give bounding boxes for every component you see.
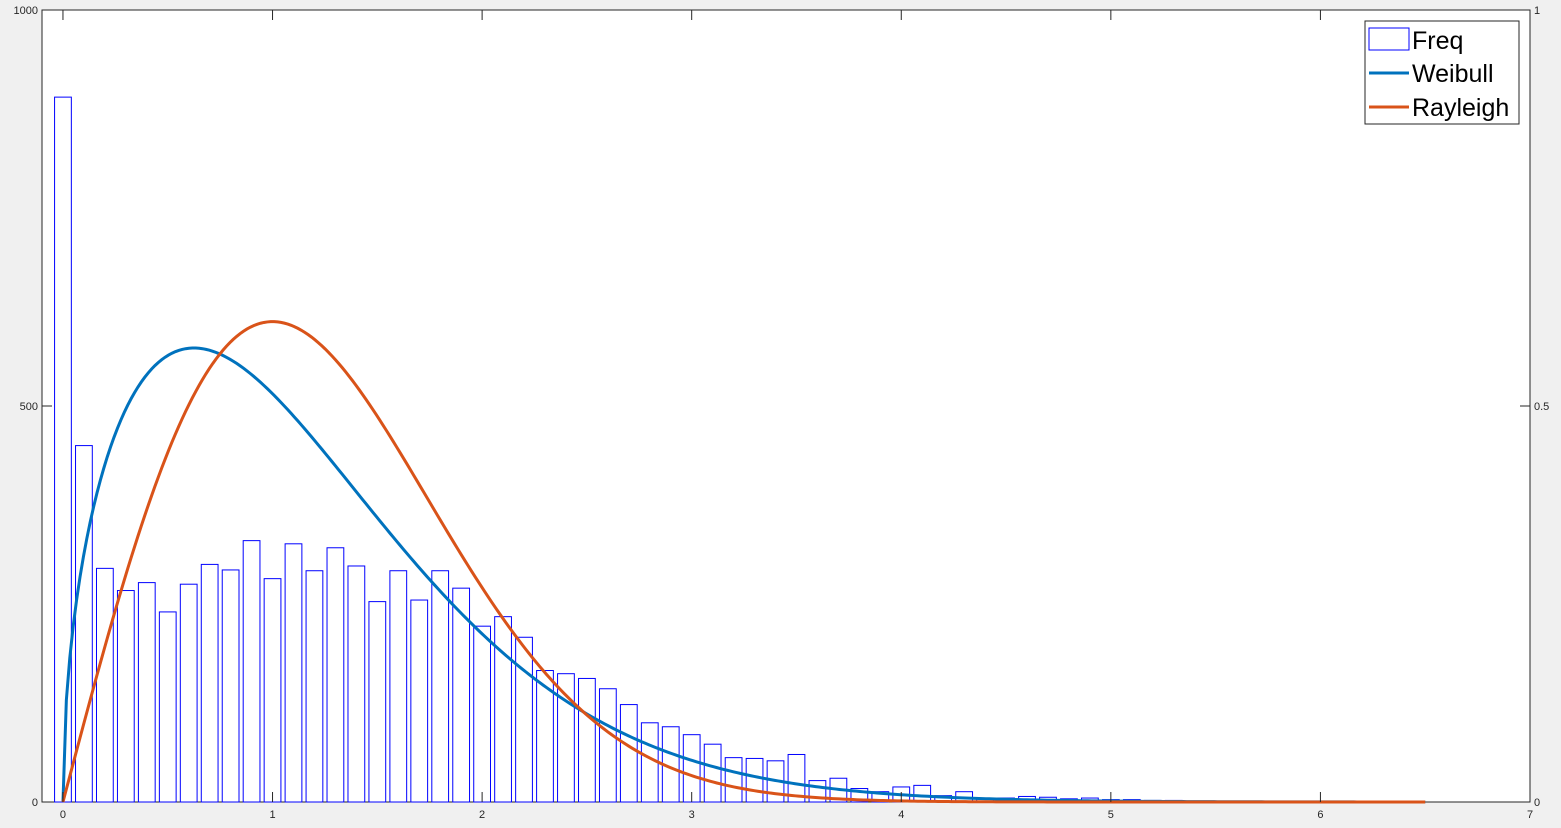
- x-tick-label: 1: [269, 809, 275, 821]
- freq-bar: [158, 611, 177, 803]
- freq-bar: [95, 567, 114, 803]
- freq-bar: [703, 743, 722, 803]
- freq-bar: [724, 757, 743, 803]
- x-tick-label: 6: [1317, 809, 1323, 821]
- freq-bar: [473, 625, 491, 803]
- freq-bar: [452, 587, 471, 803]
- freq-bar: [410, 599, 429, 803]
- y-right-tick-label: 0: [1534, 797, 1540, 809]
- y-left-tick-label: 1000: [14, 5, 38, 17]
- x-tick-label: 4: [898, 809, 904, 821]
- legend-rayleigh-label: Rayleigh: [1412, 94, 1509, 122]
- freq-bar: [598, 688, 617, 803]
- x-tick-label: 0: [60, 809, 66, 821]
- freq-bar: [389, 570, 408, 803]
- rayleigh-curve: [61, 320, 1426, 804]
- freq-bar: [200, 563, 219, 803]
- freq-bar: [54, 96, 72, 803]
- freq-bar: [368, 601, 387, 803]
- y-right-tick-label: 1: [1534, 5, 1540, 17]
- freq-bar: [431, 570, 450, 803]
- freq-bar: [242, 540, 261, 803]
- freq-bar: [284, 543, 303, 803]
- y-right-tick-label: 0.5: [1534, 401, 1549, 413]
- freq-bar: [494, 616, 512, 803]
- freq-bar: [221, 569, 240, 803]
- legend-freq-swatch: [1368, 27, 1410, 51]
- freq-bar: [619, 704, 638, 803]
- freq-bar: [745, 757, 764, 803]
- legend: Freq Weibull Rayleigh: [1364, 20, 1520, 125]
- freq-bar: [871, 791, 890, 803]
- freq-bar: [263, 578, 282, 803]
- legend-freq-label: Freq: [1412, 27, 1463, 55]
- x-tick-label: 5: [1108, 809, 1114, 821]
- freq-bar: [347, 565, 366, 803]
- freq-bar: [179, 583, 198, 803]
- freq-bar: [682, 734, 701, 803]
- freq-bar: [137, 582, 156, 803]
- freq-bar: [913, 784, 932, 803]
- freq-bar: [116, 590, 135, 803]
- freq-bar: [326, 547, 345, 803]
- freq-bar: [515, 636, 533, 803]
- x-tick-label: 3: [689, 809, 695, 821]
- y-left-tick-label: 0: [32, 797, 38, 809]
- freq-bar: [578, 677, 596, 803]
- x-tick-label: 7: [1527, 809, 1533, 821]
- legend-weibull-label: Weibull: [1412, 60, 1494, 88]
- freq-bar: [787, 753, 806, 803]
- y-left-tick-label: 500: [20, 401, 38, 413]
- x-tick-label: 2: [479, 809, 485, 821]
- freq-bar: [557, 673, 575, 803]
- freq-bar: [305, 570, 324, 803]
